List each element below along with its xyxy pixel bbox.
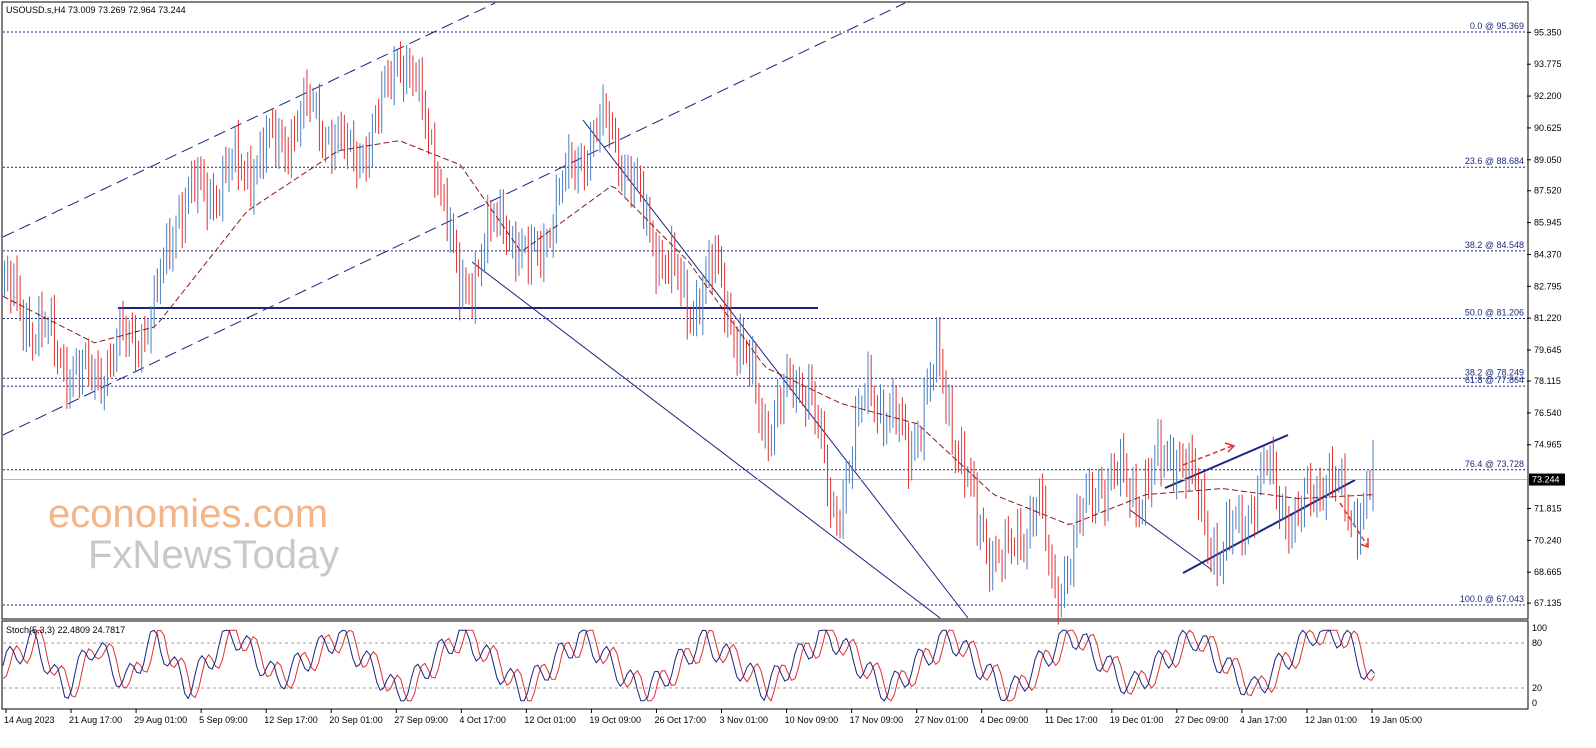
price-tick-label: 70.240: [1534, 535, 1562, 545]
stoch-tick-label: 0: [1532, 698, 1537, 708]
fib-level-label: 61.8 @ 77.864: [1465, 375, 1524, 385]
trend-line: [1129, 509, 1213, 571]
stoch-signal-line: [2, 629, 1376, 702]
watermark-economies: economies.com: [48, 492, 328, 536]
time-tick-label: 12 Sep 17:00: [264, 715, 318, 725]
time-tick-label: 20 Sep 01:00: [329, 715, 383, 725]
time-tick-label: 12 Jan 01:00: [1305, 715, 1357, 725]
time-tick-label: 4 Dec 09:00: [980, 715, 1029, 725]
time-tick-label: 21 Aug 17:00: [69, 715, 122, 725]
time-tick-label: 4 Oct 17:00: [459, 715, 506, 725]
time-tick-label: 11 Dec 17:00: [1045, 715, 1098, 725]
price-tick-label: 87.520: [1534, 186, 1562, 196]
time-tick-label: 29 Aug 01:00: [134, 715, 187, 725]
time-tick-label: 19 Jan 05:00: [1370, 715, 1422, 725]
time-tick-label: 17 Nov 09:00: [850, 715, 904, 725]
price-tick-label: 82.795: [1534, 281, 1562, 291]
red-arrow-up: [1182, 445, 1233, 466]
fib-level-label: 38.2 @ 84.548: [1465, 240, 1524, 250]
time-tick-label: 4 Jan 17:00: [1240, 715, 1287, 725]
price-tick-label: 81.220: [1534, 313, 1562, 323]
price-tick-label: 84.370: [1534, 249, 1562, 259]
time-tick-label: 19 Dec 01:00: [1110, 715, 1164, 725]
time-tick-label: 5 Sep 09:00: [199, 715, 248, 725]
red-arrow-down-head: [1359, 538, 1369, 549]
fib-level-label: 100.0 @ 67.043: [1460, 594, 1524, 604]
time-tick-label: 27 Sep 09:00: [394, 715, 448, 725]
stoch-label: Stoch(5,3,3) 22.4809 24.7817: [6, 625, 125, 635]
time-tick-label: 12 Oct 01:00: [524, 715, 576, 725]
current-price-text: 73.244: [1532, 475, 1560, 485]
stoch-tick-label: 100: [1532, 623, 1547, 633]
price-tick-label: 71.815: [1534, 503, 1562, 513]
time-tick-label: 10 Nov 09:00: [785, 715, 839, 725]
trend-line: [2, 2, 496, 238]
time-tick-label: 14 Aug 2023: [4, 715, 55, 725]
fib-level-label: 38.2 @ 78.249: [1465, 367, 1524, 377]
watermark-fxnewstoday: FxNewsToday: [88, 533, 339, 577]
trend-line: [471, 261, 941, 619]
trend-line: [2, 2, 906, 436]
price-tick-label: 74.965: [1534, 440, 1562, 450]
moving-average-line: [2, 140, 1375, 525]
stoch-tick-label: 80: [1532, 638, 1542, 648]
price-tick-label: 95.350: [1534, 27, 1562, 37]
red-arrow-up-head: [1224, 442, 1236, 453]
time-tick-label: 3 Nov 01:00: [720, 715, 769, 725]
fib-level-label: 23.6 @ 88.684: [1465, 156, 1524, 166]
fib-level-label: 76.4 @ 73.728: [1465, 459, 1524, 469]
stoch-tick-label: 20: [1532, 683, 1542, 693]
price-tick-label: 68.665: [1534, 567, 1562, 577]
time-tick-label: 26 Oct 17:00: [654, 715, 706, 725]
time-tick-label: 27 Dec 09:00: [1175, 715, 1229, 725]
fib-level-label: 50.0 @ 81.206: [1465, 307, 1524, 317]
symbol-info: USOUSD.s,H4 73.009 73.269 72.964 73.244: [6, 5, 186, 15]
price-tick-label: 89.050: [1534, 155, 1562, 165]
price-tick-label: 67.135: [1534, 598, 1562, 608]
fib-level-label: 0.0 @ 95.369: [1470, 21, 1524, 31]
time-tick-label: 19 Oct 09:00: [589, 715, 641, 725]
price-tick-label: 78.115: [1534, 376, 1561, 386]
price-tick-label: 76.540: [1534, 408, 1562, 418]
price-tick-label: 92.200: [1534, 91, 1562, 101]
current-price-tag: [1529, 473, 1565, 486]
price-tick-label: 85.945: [1534, 218, 1562, 228]
price-tick-label: 79.645: [1534, 345, 1562, 355]
stoch-main-line: [2, 629, 1375, 702]
time-tick-label: 27 Nov 01:00: [915, 715, 969, 725]
price-tick-label: 90.625: [1534, 123, 1562, 133]
price-tick-label: 93.775: [1534, 59, 1562, 69]
